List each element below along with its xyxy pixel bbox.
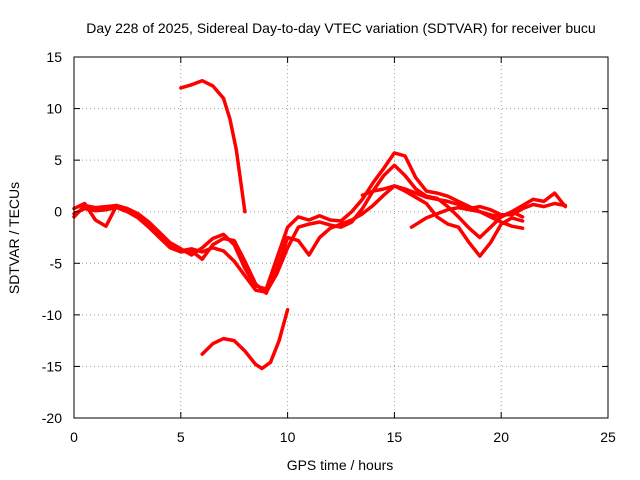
y-tick-label: -10 xyxy=(42,307,62,323)
x-tick-label: 0 xyxy=(70,429,78,445)
y-tick-label: -15 xyxy=(42,358,62,374)
series-line-arc-4 xyxy=(409,191,568,229)
series-line-arc-5 xyxy=(360,184,568,217)
y-tick-label: 5 xyxy=(54,152,62,168)
gridlines xyxy=(74,57,608,418)
series-line-arc-6 xyxy=(179,78,247,214)
y-tick-label: -5 xyxy=(50,255,63,271)
y-axis-label: SDTVAR / TECUs xyxy=(6,182,22,294)
series-line-arc-1 xyxy=(72,163,525,294)
series-line-arc-2 xyxy=(72,151,525,291)
y-tick-label: 10 xyxy=(46,101,62,117)
x-axis-label: GPS time / hours xyxy=(287,457,394,473)
x-tick-label: 25 xyxy=(600,429,616,445)
y-tick-labels: -20 -15 -10 -5 0 5 10 15 xyxy=(42,49,62,426)
y-tick-label: 15 xyxy=(46,49,62,65)
y-tick-label: 0 xyxy=(54,204,62,220)
x-tick-label: 10 xyxy=(280,429,296,445)
data-series xyxy=(72,78,568,371)
x-tick-label: 20 xyxy=(493,429,509,445)
x-tick-labels: 0 5 10 15 20 25 xyxy=(70,429,616,445)
plot-frame xyxy=(73,56,609,419)
series-line-arc-3 xyxy=(72,184,525,295)
series-line-arc-7 xyxy=(200,307,290,371)
axis-ticks xyxy=(73,56,609,419)
x-tick-label: 5 xyxy=(177,429,185,445)
chart-title: Day 228 of 2025, Sidereal Day-to-day VTE… xyxy=(86,20,595,36)
x-tick-label: 15 xyxy=(387,429,403,445)
y-tick-label: -20 xyxy=(42,410,62,426)
